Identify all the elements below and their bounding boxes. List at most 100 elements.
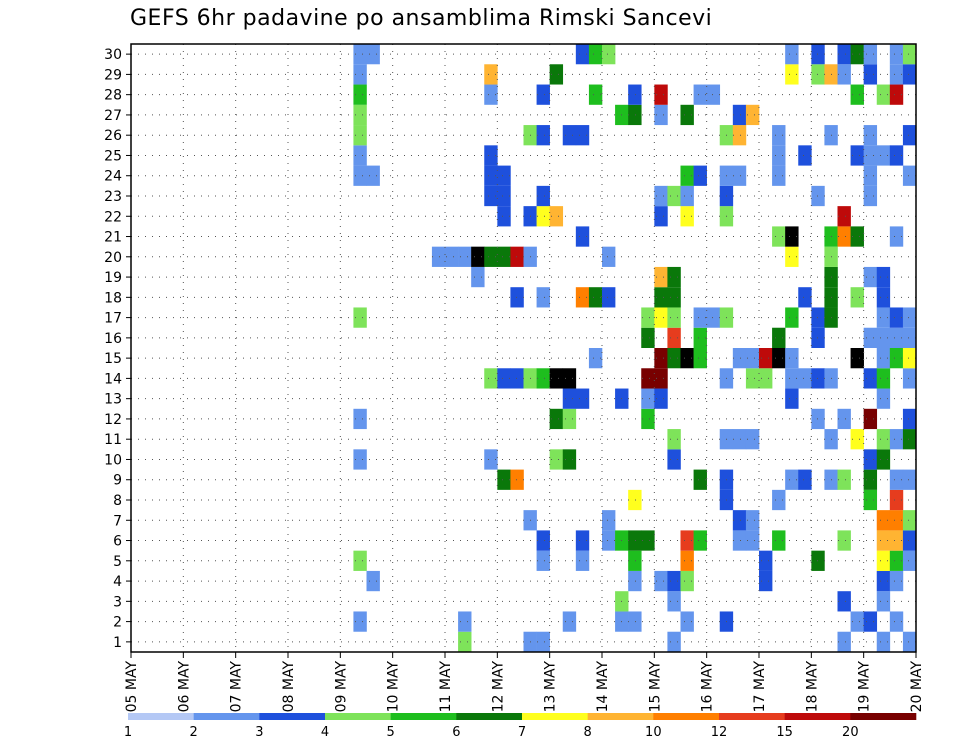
y-tick-label: 26 [104,128,122,144]
colorbar-swatch [193,713,260,720]
colorbar-swatch [325,713,391,720]
heatmap-cell [785,44,799,65]
heatmap-cell [876,429,891,450]
y-tick-label: 27 [104,108,122,124]
heatmap-cell [889,570,904,592]
heatmap-cell [876,348,891,369]
heatmap-cell [732,348,747,369]
heatmap-cell [732,165,747,186]
heatmap-cell [510,368,524,389]
heatmap-cell [889,489,904,511]
colorbar-label: 15 [776,725,793,740]
heatmap-cell [667,327,681,348]
heatmap-cell [889,226,904,247]
heatmap-cell [536,287,550,308]
heatmap-cell [536,368,550,389]
heatmap-cell [811,44,825,65]
heatmap-cell [798,145,812,166]
heatmap-cell [772,165,786,186]
heatmap-cell [876,145,891,166]
heatmap-cell [876,388,891,409]
heatmap-cell [889,327,904,348]
heatmap-cell [654,84,668,105]
heatmap-cell [772,348,786,369]
heatmap-cell [602,510,616,531]
heatmap-cell [876,368,891,389]
heatmap-cell [798,287,812,308]
heatmap-cell [693,348,707,369]
heatmap-cell [863,327,878,348]
heatmap-cell [811,327,825,348]
heatmap-cell [837,469,851,490]
heatmap-cell [863,145,878,166]
y-tick-label: 30 [104,47,122,63]
heatmap-cell [863,368,878,389]
x-tick-label: 19 MAY [857,661,873,713]
heatmap-cell [458,611,472,632]
heatmap-cell [902,510,917,531]
heatmap-cell [667,429,681,450]
heatmap-cell [667,287,681,308]
heatmap-cell [837,44,851,65]
heatmap-cell [876,84,891,105]
heatmap-cell [680,348,694,369]
heatmap-cell [602,530,616,551]
heatmap-cell [562,125,577,146]
heatmap-cell [876,287,891,308]
heatmap-cell [902,165,917,186]
heatmap-cell [641,307,655,328]
heatmap-cell [641,388,655,409]
heatmap-cell [353,449,367,470]
heatmap-cell [889,429,904,450]
heatmap-cell [641,327,655,348]
heatmap-cell [588,84,603,105]
y-tick-label: 1 [113,635,122,651]
heatmap-cell [680,550,694,571]
y-tick-label: 11 [104,432,122,448]
x-tick-label: 05 MAY [124,661,140,713]
heatmap-cell [562,368,577,389]
heatmap-cell [641,408,655,430]
heatmap-cell [772,145,786,166]
heatmap-cell [497,165,511,186]
heatmap-cell [562,388,577,409]
heatmap-cell [706,84,721,105]
heatmap-cell [837,408,851,430]
heatmap-cell [745,429,760,450]
colorbar-swatch [456,713,523,720]
heatmap-cell [366,165,380,186]
heatmap-cell [811,307,825,328]
x-tick-label: 17 MAY [752,661,768,713]
heatmap-cell [850,84,864,105]
heatmap-cell [837,206,851,227]
heatmap-cell [536,206,550,227]
heatmap-cell [602,287,616,308]
x-tick-label: 15 MAY [647,661,663,713]
heatmap-cell [759,368,773,389]
heatmap-cell [575,44,590,65]
x-tick-label: 10 MAY [386,661,402,713]
heatmap-cell [654,570,668,592]
heatmap-cell [889,307,904,328]
heatmap-cell [863,266,878,288]
heatmap-cell [772,327,786,348]
heatmap-cell [680,530,694,551]
heatmap-cell [628,611,642,632]
heatmap-cell [863,489,878,511]
heatmap-cell [850,348,864,369]
heatmap-cell [484,246,498,267]
colorbar-label: 3 [255,725,263,740]
colorbar-swatch [128,713,194,720]
heatmap-cell [484,64,498,85]
heatmap-cell [654,104,668,126]
x-tick-label: 07 MAY [229,661,245,713]
heatmap-cell [850,145,864,166]
colorbar-swatch [719,713,785,720]
y-tick-label: 5 [113,554,122,570]
colorbar-label: 4 [321,725,329,740]
heatmap-cell [353,408,367,430]
heatmap-cell [902,44,917,65]
heatmap-cell [575,388,590,409]
y-tick-label: 23 [104,189,122,205]
